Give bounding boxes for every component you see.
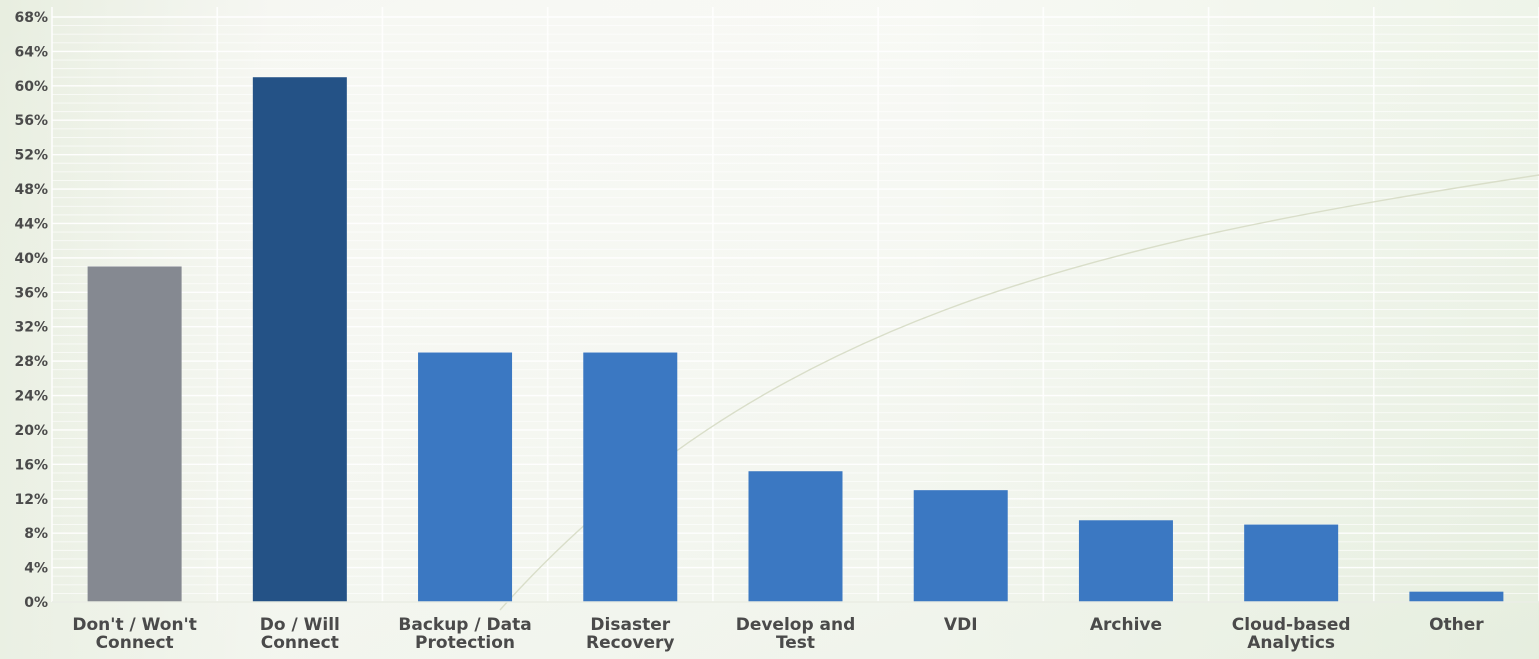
y-tick-label: 0% <box>24 595 48 611</box>
y-tick-label: 44% <box>14 216 48 232</box>
x-tick-label-line: Protection <box>415 633 515 653</box>
x-tick-label-line: VDI <box>944 615 978 635</box>
x-tick-label-line: Other <box>1429 615 1484 635</box>
bar <box>418 352 513 602</box>
bar <box>1078 520 1173 602</box>
x-tick-label: Backup / Data Protection <box>398 615 531 653</box>
y-tick-label: 52% <box>14 148 48 164</box>
x-tick-label-line: Backup / Data <box>398 615 531 635</box>
bar <box>252 77 347 603</box>
y-tick-label: 16% <box>14 457 48 473</box>
y-tick-label: 8% <box>24 526 48 542</box>
x-tick-label: Disaster Recovery <box>586 615 674 653</box>
bar <box>1244 524 1339 602</box>
y-tick-label: 48% <box>14 182 48 198</box>
x-tick-label-line: Recovery <box>586 633 674 653</box>
y-tick-label: 28% <box>14 354 48 370</box>
x-tick-label-line: Do / Will <box>260 615 340 635</box>
x-tick-label-line: Cloud-based <box>1232 615 1351 635</box>
y-tick-label: 4% <box>24 561 48 577</box>
x-tick-label-line: Connect <box>96 633 174 653</box>
x-tick-label: Do / Will Connect <box>260 615 340 653</box>
x-tick-label: Cloud-based Analytics <box>1232 615 1351 653</box>
x-tick-label: Don't / Won't Connect <box>72 615 197 653</box>
y-tick-label: 64% <box>14 44 48 60</box>
y-tick-label: 36% <box>14 285 48 301</box>
x-tick-label-line: Don't / Won't <box>72 615 197 635</box>
y-tick-label: 56% <box>14 113 48 129</box>
x-tick-label: Archive <box>1090 615 1162 635</box>
x-tick-label-line: Connect <box>261 633 339 653</box>
y-tick-label: 40% <box>14 251 48 267</box>
bar <box>583 352 678 602</box>
y-tick-label: 60% <box>14 79 48 95</box>
bar <box>87 266 182 602</box>
x-tick-label-line: Analytics <box>1247 633 1335 653</box>
y-tick-label: 32% <box>14 320 48 336</box>
bar <box>1409 591 1504 602</box>
x-tick-label: Other <box>1429 615 1484 635</box>
y-tick-label: 20% <box>14 423 48 439</box>
x-tick-label: Develop and Test <box>736 615 856 653</box>
x-tick-label: VDI <box>944 615 978 635</box>
x-tick-label-line: Develop and <box>736 615 856 635</box>
y-tick-label: 24% <box>14 389 48 405</box>
y-axis: 0% 4% 8% 12% 16% 20% 24% 28% 32% 36% 40% 44% 48% 52% 5… <box>14 10 48 611</box>
bar <box>748 471 843 602</box>
x-tick-label-line: Archive <box>1090 615 1162 635</box>
y-tick-label: 12% <box>14 492 48 508</box>
x-tick-label-line: Disaster <box>590 615 670 635</box>
bar <box>913 490 1008 602</box>
bars <box>87 77 1504 603</box>
x-tick-label-line: Test <box>776 633 815 653</box>
y-tick-label: 68% <box>14 10 48 26</box>
